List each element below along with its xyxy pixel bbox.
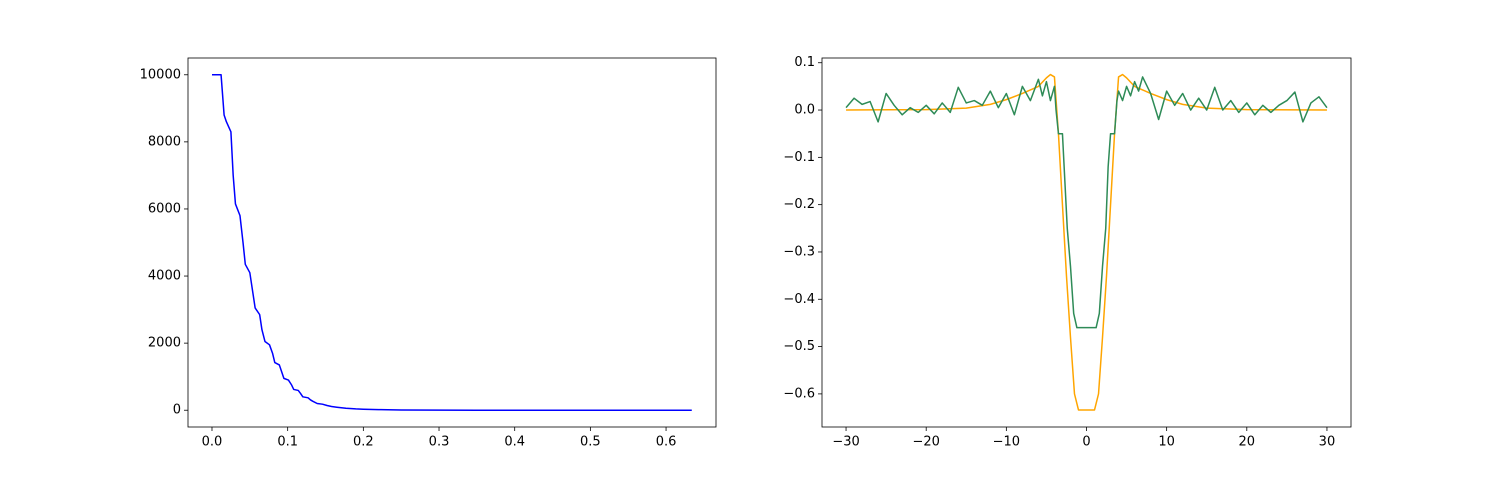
- y-tick-label: −0.2: [783, 197, 815, 212]
- y-tick-label: −0.6: [783, 386, 815, 401]
- x-tick-label: 0.3: [429, 435, 450, 450]
- x-tick-label: 0.0: [202, 435, 223, 450]
- x-tick-label: 0: [1082, 435, 1090, 450]
- y-tick-label: −0.5: [783, 339, 815, 354]
- y-tick-label: 8000: [148, 134, 181, 149]
- x-tick-label: −30: [832, 435, 859, 450]
- x-tick-label: 10: [1158, 435, 1175, 450]
- y-tick-label: 2000: [148, 336, 181, 351]
- axes-frame: [821, 57, 1352, 428]
- y-tick-label: −0.3: [783, 244, 815, 259]
- x-tick-label: 0.4: [504, 435, 525, 450]
- data-line: [211, 74, 692, 411]
- x-tick-label: 20: [1239, 435, 1256, 450]
- x-tick-label: 0.6: [656, 435, 677, 450]
- x-tick-label: −20: [912, 435, 939, 450]
- y-tick-label: −0.4: [783, 292, 815, 307]
- data-line: [846, 73, 1327, 411]
- x-tick-label: −10: [993, 435, 1020, 450]
- x-tick-label: 0.2: [353, 435, 374, 450]
- x-tick-label: 0.1: [277, 435, 298, 450]
- x-tick-label: 0.5: [580, 435, 601, 450]
- y-tick-label: 0: [173, 403, 181, 418]
- y-tick-label: 4000: [148, 269, 181, 284]
- y-tick-label: 10000: [140, 67, 181, 82]
- data-line: [845, 76, 1328, 329]
- y-tick-label: 0.1: [794, 55, 815, 70]
- axes-frame: [187, 57, 717, 428]
- y-tick-label: 0.0: [794, 103, 815, 118]
- y-tick-label: 6000: [148, 201, 181, 216]
- y-tick-label: −0.1: [783, 150, 815, 165]
- x-tick-label: 30: [1319, 435, 1336, 450]
